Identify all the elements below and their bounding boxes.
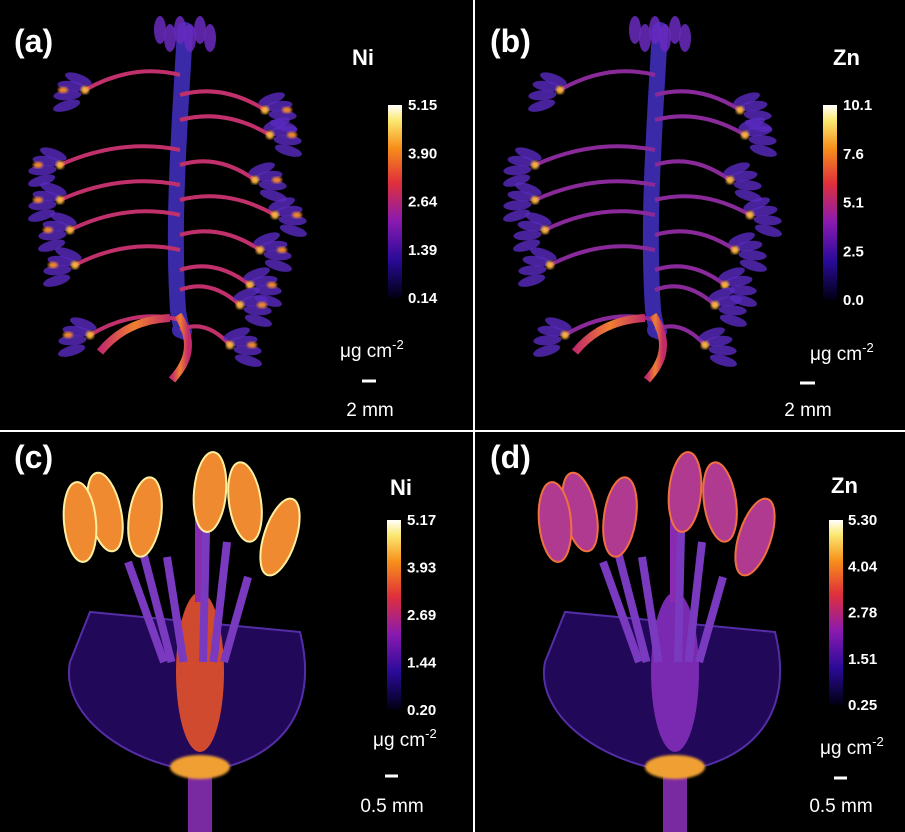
unit-exponent: -2	[425, 726, 437, 741]
flower-tip	[292, 212, 302, 218]
panel-label: (b)	[490, 23, 531, 59]
colorbar-tick-label: 5.15	[408, 97, 437, 114]
colorbar-tick-label: 4.04	[848, 558, 878, 575]
colorbar-tick-label: 2.5	[843, 243, 864, 260]
element-label: Ni	[352, 45, 374, 70]
colorbar-tick-label: 5.30	[848, 512, 877, 529]
panel: (c) Ni 5.17 3.93 2.69 1.44 0.20 μg cm-2 0.5 mm	[0, 432, 473, 832]
flower-tip	[33, 197, 43, 203]
flower-tip	[43, 227, 53, 233]
pedicel	[663, 772, 687, 832]
node	[711, 301, 719, 309]
colorbar-tick-label: 7.6	[843, 146, 864, 163]
receptacle	[645, 755, 705, 779]
scale-bar-label: 2 mm	[784, 400, 832, 421]
node	[226, 341, 234, 349]
node	[546, 261, 554, 269]
flower-tip	[287, 132, 297, 138]
element-label: Zn	[831, 473, 858, 498]
flower-tip	[282, 107, 292, 113]
colorbar	[388, 105, 402, 298]
node	[81, 86, 89, 94]
colorbar-tick-label: 2.69	[407, 607, 436, 624]
colorbar-tick-label: 0.25	[848, 697, 877, 714]
node	[561, 331, 569, 339]
node	[251, 176, 259, 184]
filament	[203, 532, 206, 662]
panel: (b) Zn 10.1 7.6 5.1 2.5 0.0 μg cm-2 2 mm	[475, 0, 905, 430]
flower-tip	[247, 342, 257, 348]
unit-base: μg cm	[373, 730, 425, 751]
colorbar-tick-label: 1.44	[407, 655, 437, 672]
colorbar-tick-label: 0.14	[408, 290, 438, 307]
panel-label: (c)	[14, 439, 53, 475]
scale-bar-label: 0.5 mm	[809, 796, 872, 817]
node	[66, 226, 74, 234]
panel-background	[0, 0, 473, 430]
node	[271, 211, 279, 219]
unit-exponent: -2	[862, 340, 874, 355]
panel: (d) Zn 5.30 4.04 2.78 1.51 0.25 μg cm-2 0.5 mm	[475, 432, 905, 832]
unit-exponent: -2	[872, 734, 884, 749]
colorbar-tick-label: 2.78	[848, 605, 877, 622]
flower-tip	[58, 87, 68, 93]
node	[256, 246, 264, 254]
colorbar-tick-label: 3.90	[408, 145, 437, 162]
colorbar	[823, 105, 837, 300]
unit-base: μg cm	[820, 738, 872, 759]
flower-tip	[277, 247, 287, 253]
apex-flower	[679, 24, 691, 52]
node	[741, 131, 749, 139]
scale-bar-label: 2 mm	[346, 400, 394, 421]
flower-tip	[267, 282, 277, 288]
colorbar	[387, 520, 401, 710]
node	[746, 211, 754, 219]
colorbar-tick-label: 3.93	[407, 560, 436, 577]
flower-tip	[257, 302, 267, 308]
node	[266, 131, 274, 139]
element-label: Ni	[390, 475, 412, 500]
apex-flower	[204, 24, 216, 52]
element-label: Zn	[833, 45, 860, 70]
colorbar-tick-label: 10.1	[843, 97, 872, 114]
unit-exponent: -2	[392, 337, 404, 352]
colorbar-tick-label: 1.39	[408, 242, 437, 259]
figure: (a)Ni5.153.902.641.390.14μg cm-22 mm(b)Z…	[0, 0, 905, 832]
panel-label: (d)	[490, 439, 531, 475]
node	[56, 196, 64, 204]
node	[261, 106, 269, 114]
panel-label: (a)	[14, 23, 53, 59]
node	[701, 341, 709, 349]
node	[731, 246, 739, 254]
node	[726, 176, 734, 184]
node	[541, 226, 549, 234]
colorbar	[829, 520, 843, 705]
colorbar-tick-label: 0.20	[407, 702, 436, 719]
node	[86, 331, 94, 339]
colorbar-tick-label: 0.0	[843, 292, 864, 309]
flower-tip	[33, 162, 43, 168]
flower-tip	[48, 262, 58, 268]
node	[236, 301, 244, 309]
colorbar-tick-label: 1.51	[848, 651, 877, 668]
colorbar-tick-label: 2.64	[408, 194, 438, 211]
flower-tip	[63, 332, 73, 338]
colorbar-tick-label: 5.17	[407, 512, 436, 529]
pedicel	[188, 772, 212, 832]
flower-tip	[272, 177, 282, 183]
node	[56, 161, 64, 169]
panel: (a) Ni 5.15 3.90 2.64 1.39 0.14 μg cm-2 2 mm	[0, 0, 473, 430]
receptacle	[170, 755, 230, 779]
node	[531, 161, 539, 169]
unit-base: μg cm	[810, 344, 862, 365]
unit-base: μg cm	[340, 341, 392, 362]
node	[736, 106, 744, 114]
node	[71, 261, 79, 269]
filament	[678, 532, 681, 662]
node	[556, 86, 564, 94]
colorbar-tick-label: 5.1	[843, 195, 864, 212]
scale-bar-label: 0.5 mm	[360, 796, 423, 817]
node	[531, 196, 539, 204]
